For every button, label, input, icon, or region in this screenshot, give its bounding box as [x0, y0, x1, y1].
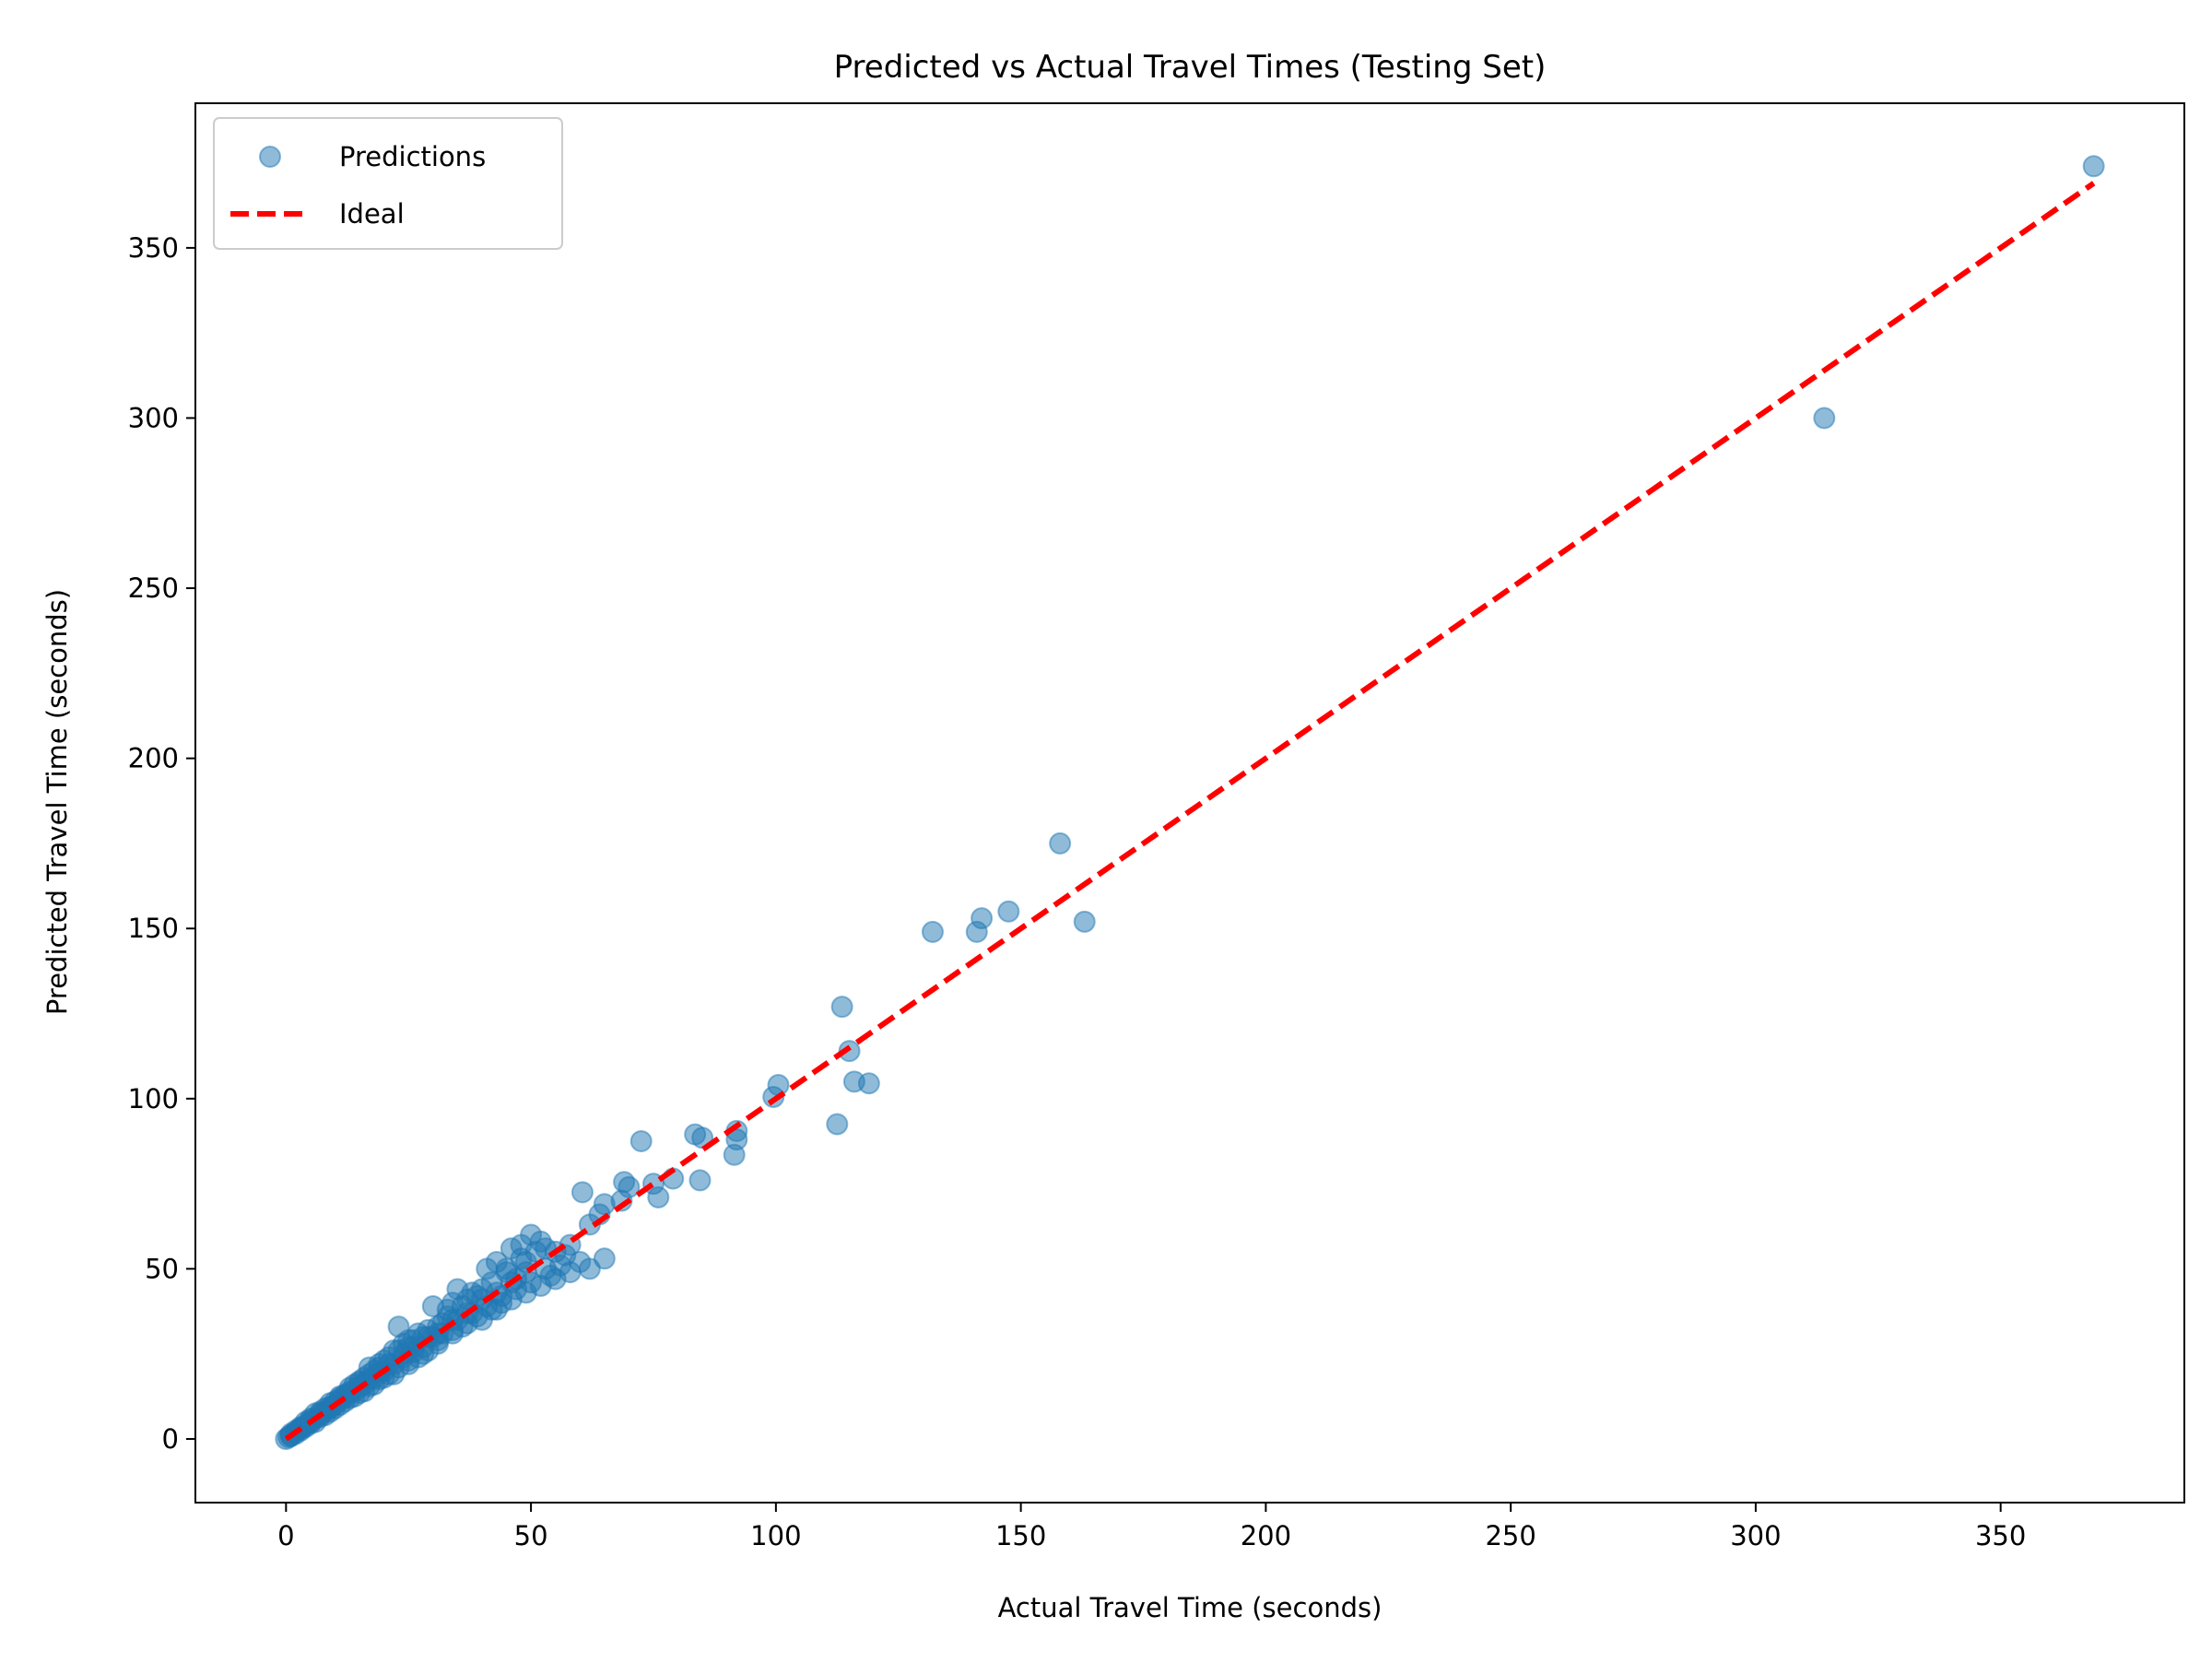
y-tick-label: 200 [128, 743, 179, 774]
prediction-point [571, 1181, 594, 1204]
prediction-point [830, 996, 853, 1019]
prediction-point [921, 920, 944, 943]
x-tick-label: 100 [750, 1520, 801, 1551]
prediction-point [1073, 910, 1096, 933]
axis-ticks: 0 50 100 150 200 250 300 350 0 50 100 150 200 250 300 3… [128, 232, 2027, 1551]
y-tick-label: 50 [145, 1253, 179, 1284]
x-tick-label: 350 [1975, 1520, 2026, 1551]
x-tick-label: 250 [1485, 1520, 1535, 1551]
prediction-point [1813, 407, 1836, 430]
prediction-point [688, 1169, 712, 1192]
legend-predictions-marker [259, 146, 281, 168]
x-tick-label: 150 [995, 1520, 1046, 1551]
legend-ideal-label: Ideal [339, 198, 405, 230]
prediction-point [965, 920, 988, 943]
prediction-point [838, 1040, 861, 1063]
prediction-point [470, 1288, 493, 1311]
legend-predictions-label: Predictions [339, 141, 486, 172]
prediction-point [1049, 832, 1072, 855]
prediction-point [578, 1257, 601, 1280]
ideal-line [284, 181, 2096, 1442]
plot-frame [194, 102, 2185, 1504]
chart-title: Predicted vs Actual Travel Times (Testin… [834, 49, 1547, 86]
y-tick-label: 250 [128, 572, 179, 604]
x-axis-label: Actual Travel Time (seconds) [998, 1592, 1382, 1623]
x-tick-label: 0 [277, 1520, 294, 1551]
prediction-point [629, 1129, 653, 1152]
prediction-point [2082, 155, 2105, 178]
prediction-point [857, 1072, 880, 1095]
prediction-point [997, 900, 1020, 923]
x-tick-label: 200 [1241, 1520, 1291, 1551]
y-tick-label: 300 [128, 402, 179, 433]
y-axis-label: Predicted Travel Time (seconds) [41, 589, 73, 1015]
prediction-point [826, 1113, 849, 1136]
x-tick-label: 300 [1730, 1520, 1781, 1551]
y-tick-label: 150 [128, 913, 179, 944]
plot-area [275, 155, 2105, 1450]
y-tick-label: 0 [162, 1423, 179, 1455]
y-tick-label: 100 [128, 1083, 179, 1115]
y-tick-label: 350 [128, 232, 179, 264]
legend: Predictions Ideal [213, 117, 563, 250]
x-tick-label: 50 [514, 1520, 548, 1551]
prediction-point [723, 1143, 746, 1166]
